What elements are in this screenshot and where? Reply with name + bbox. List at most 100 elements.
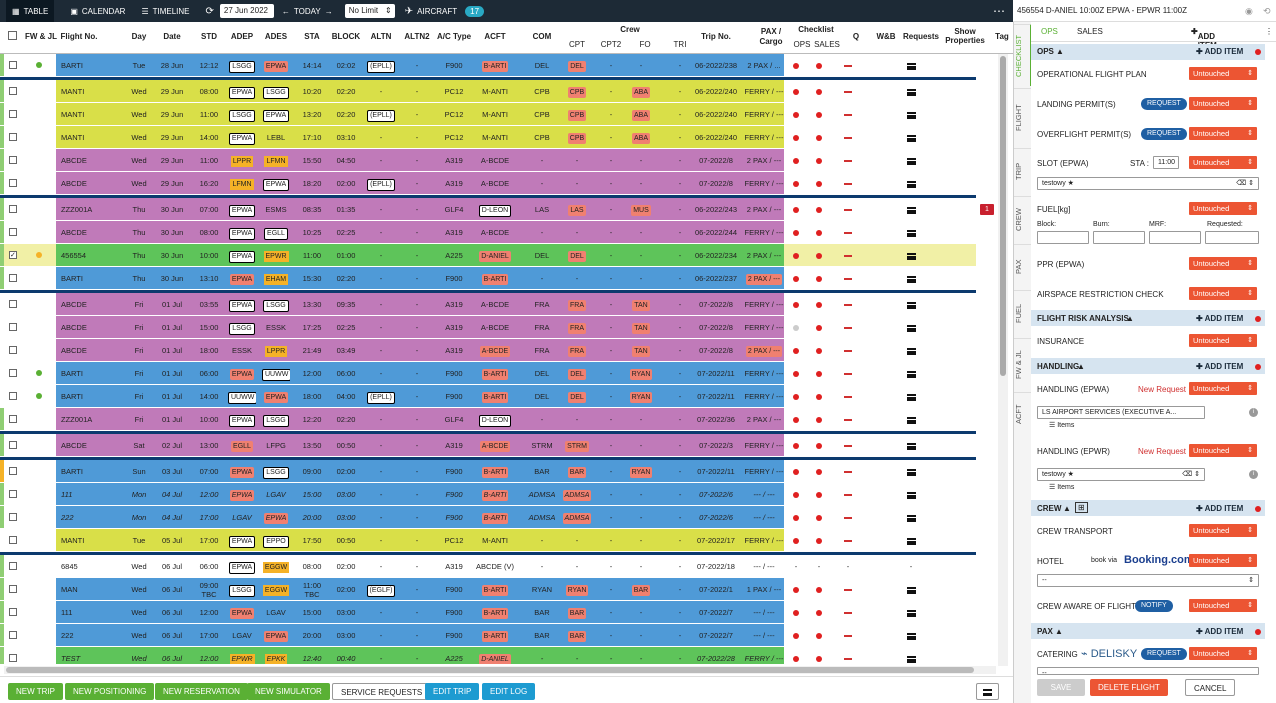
requests-menu-icon[interactable] [906,252,916,260]
cell-pax-wrap[interactable]: --- / --- [744,506,784,529]
checklist-status-dot[interactable] [793,610,799,617]
row-checkbox[interactable] [9,323,17,331]
flight-row[interactable]: 222 Mon 04 Jul 17:00 LGAV EPWA 20:00 03:00 - - F90… [0,506,976,529]
checklist-status-dot[interactable] [816,469,822,476]
cell-pax-wrap[interactable]: FERRY / --- [744,221,784,244]
checklist-status-dot[interactable] [793,89,799,96]
checklist-status-dot[interactable] [816,443,822,450]
vtab-flight[interactable]: FLIGHT [1014,88,1032,146]
q-cell[interactable] [840,362,856,385]
q-cell[interactable] [840,506,856,529]
cell-flight-wrap[interactable]: BARTI [58,460,98,483]
checklist-cell[interactable] [809,293,829,316]
flight-row[interactable]: BARTI Sun 03 Jul 07:00 EPWA LSGG 09:00 02:00 - - F… [0,460,976,483]
checklist-status-dot[interactable] [816,302,822,309]
checklist-status-dot[interactable] [793,63,799,70]
cell-pax-wrap[interactable]: --- / --- [744,555,784,578]
cell-pax-wrap[interactable]: FERRY / --- [744,293,784,316]
checklist-cell[interactable] [809,460,829,483]
checklist-status-dot[interactable] [793,538,799,545]
tab-timeline[interactable]: ☰ TIMELINE [141,7,189,16]
cell-flight-wrap[interactable]: 111 [58,483,98,506]
requests-cell[interactable] [903,198,919,221]
checklist-status-dot[interactable] [793,302,799,309]
requests-cell[interactable] [903,460,919,483]
checklist-status-dot[interactable] [793,469,799,476]
landing-request-button[interactable]: REQUEST [1141,98,1187,110]
q-cell[interactable] [840,267,856,290]
pin-icon[interactable]: ◉ [1245,6,1253,16]
row-checkbox[interactable] [9,61,17,69]
vtab-fuel[interactable]: FUEL [1014,290,1032,336]
flight-row[interactable]: ABCDE Wed 29 Jun 16:20 LFMN EPWA 18:20 02:00 (EP… [0,172,976,195]
col-fo[interactable]: FO [639,40,651,49]
requests-menu-icon[interactable] [906,111,916,119]
handling-section-header[interactable] [1031,358,1265,374]
checklist-status-dot[interactable] [793,417,799,424]
cell-pax-wrap[interactable]: --- / --- [744,483,784,506]
requests-menu-icon[interactable] [906,393,916,401]
requests-cell[interactable] [903,647,919,664]
requests-cell[interactable] [903,624,919,647]
requests-menu-icon[interactable] [906,632,916,640]
q-cell[interactable] [840,172,856,195]
horizontal-scrollbar[interactable] [4,666,996,674]
col-actype[interactable]: A/C Type [436,32,472,41]
flight-row[interactable]: ✓ 456554 Thu 30 Jun 10:00 EPWA EPWR 11:00 01:00 -… [0,244,976,267]
q-cell[interactable] [840,339,856,362]
row-checkbox[interactable] [9,205,17,213]
cell-flight-wrap[interactable]: ABCDE [58,434,98,457]
col-pax[interactable]: PAX / [760,27,782,36]
checklist-cell[interactable] [786,126,806,149]
cell-pax-wrap[interactable]: FERRY / --- [744,316,784,339]
checklist-status-dot[interactable] [816,587,822,594]
checklist-status-dot[interactable] [793,181,799,188]
vertical-scrollbar[interactable] [998,54,1008,666]
checklist-cell[interactable] [809,80,829,103]
checklist-cell[interactable] [786,601,806,624]
checklist-status-dot[interactable] [793,371,799,378]
flight-row[interactable]: MANTI Tue 05 Jul 17:00 EPWA EPPO 17:50 00:50 - - P… [0,529,976,552]
checklist-cell[interactable] [786,385,806,408]
row-checkbox[interactable] [9,631,17,639]
mrf-input[interactable] [1149,231,1201,244]
checklist-status-dot[interactable] [793,443,799,450]
q-cell[interactable]: - [840,555,856,578]
requests-menu-icon[interactable] [906,301,916,309]
requests-cell[interactable] [903,221,919,244]
checklist-cell[interactable] [809,339,829,362]
flight-row[interactable]: ABCDE Fri 01 Jul 18:00 ESSK LPPR 21:49 03:49 - - A… [0,339,976,362]
flight-row[interactable]: ABCDE Fri 01 Jul 15:00 LSGG ESSK 17:25 02:25 - - A… [0,316,976,339]
requests-menu-icon[interactable] [906,514,916,522]
col-block[interactable]: BLOCK [331,32,361,41]
flight-row[interactable]: ABCDE Sat 02 Jul 13:00 EGLL LFPG 13:50 00:50 - - A… [0,434,976,457]
requests-menu-icon[interactable] [906,347,916,355]
row-checkbox[interactable] [9,562,17,570]
q-cell[interactable] [840,126,856,149]
q-cell[interactable] [840,221,856,244]
checklist-status-dot[interactable] [793,253,799,260]
block-input[interactable] [1037,231,1089,244]
add-item-top-button[interactable]: ✚ ADD ITEM [1191,27,1217,50]
cell-pax-wrap[interactable]: 1 PAX / --- [744,578,784,601]
cell-flight-wrap[interactable]: 222 [58,624,98,647]
requests-menu-icon[interactable] [906,180,916,188]
col-altn[interactable]: ALTN [370,32,392,41]
checklist-status-dot[interactable] [816,89,822,96]
fuel-status[interactable]: Untouched [1189,202,1257,215]
row-checkbox[interactable] [9,346,17,354]
date-input[interactable]: 27 Jun 2022 [219,4,274,18]
new-trip-button[interactable]: NEW TRIP [8,683,63,700]
checklist-cell[interactable] [809,601,829,624]
row-checkbox[interactable] [9,536,17,544]
checklist-status-dot[interactable] [793,515,799,522]
col-trip[interactable]: Trip No. [701,32,731,41]
new-reservation-button[interactable]: NEW RESERVATION [155,683,248,700]
requests-menu-icon[interactable] [906,442,916,450]
landing-permit-status[interactable]: Untouched [1189,97,1257,110]
cell-pax-wrap[interactable]: FERRY / --- [744,434,784,457]
checklist-status-dot[interactable] [793,492,799,499]
cell-pax-wrap[interactable]: 2 PAX / --- [744,149,784,172]
history-icon[interactable]: ⟲ [1263,6,1271,16]
row-checkbox[interactable] [9,274,17,282]
